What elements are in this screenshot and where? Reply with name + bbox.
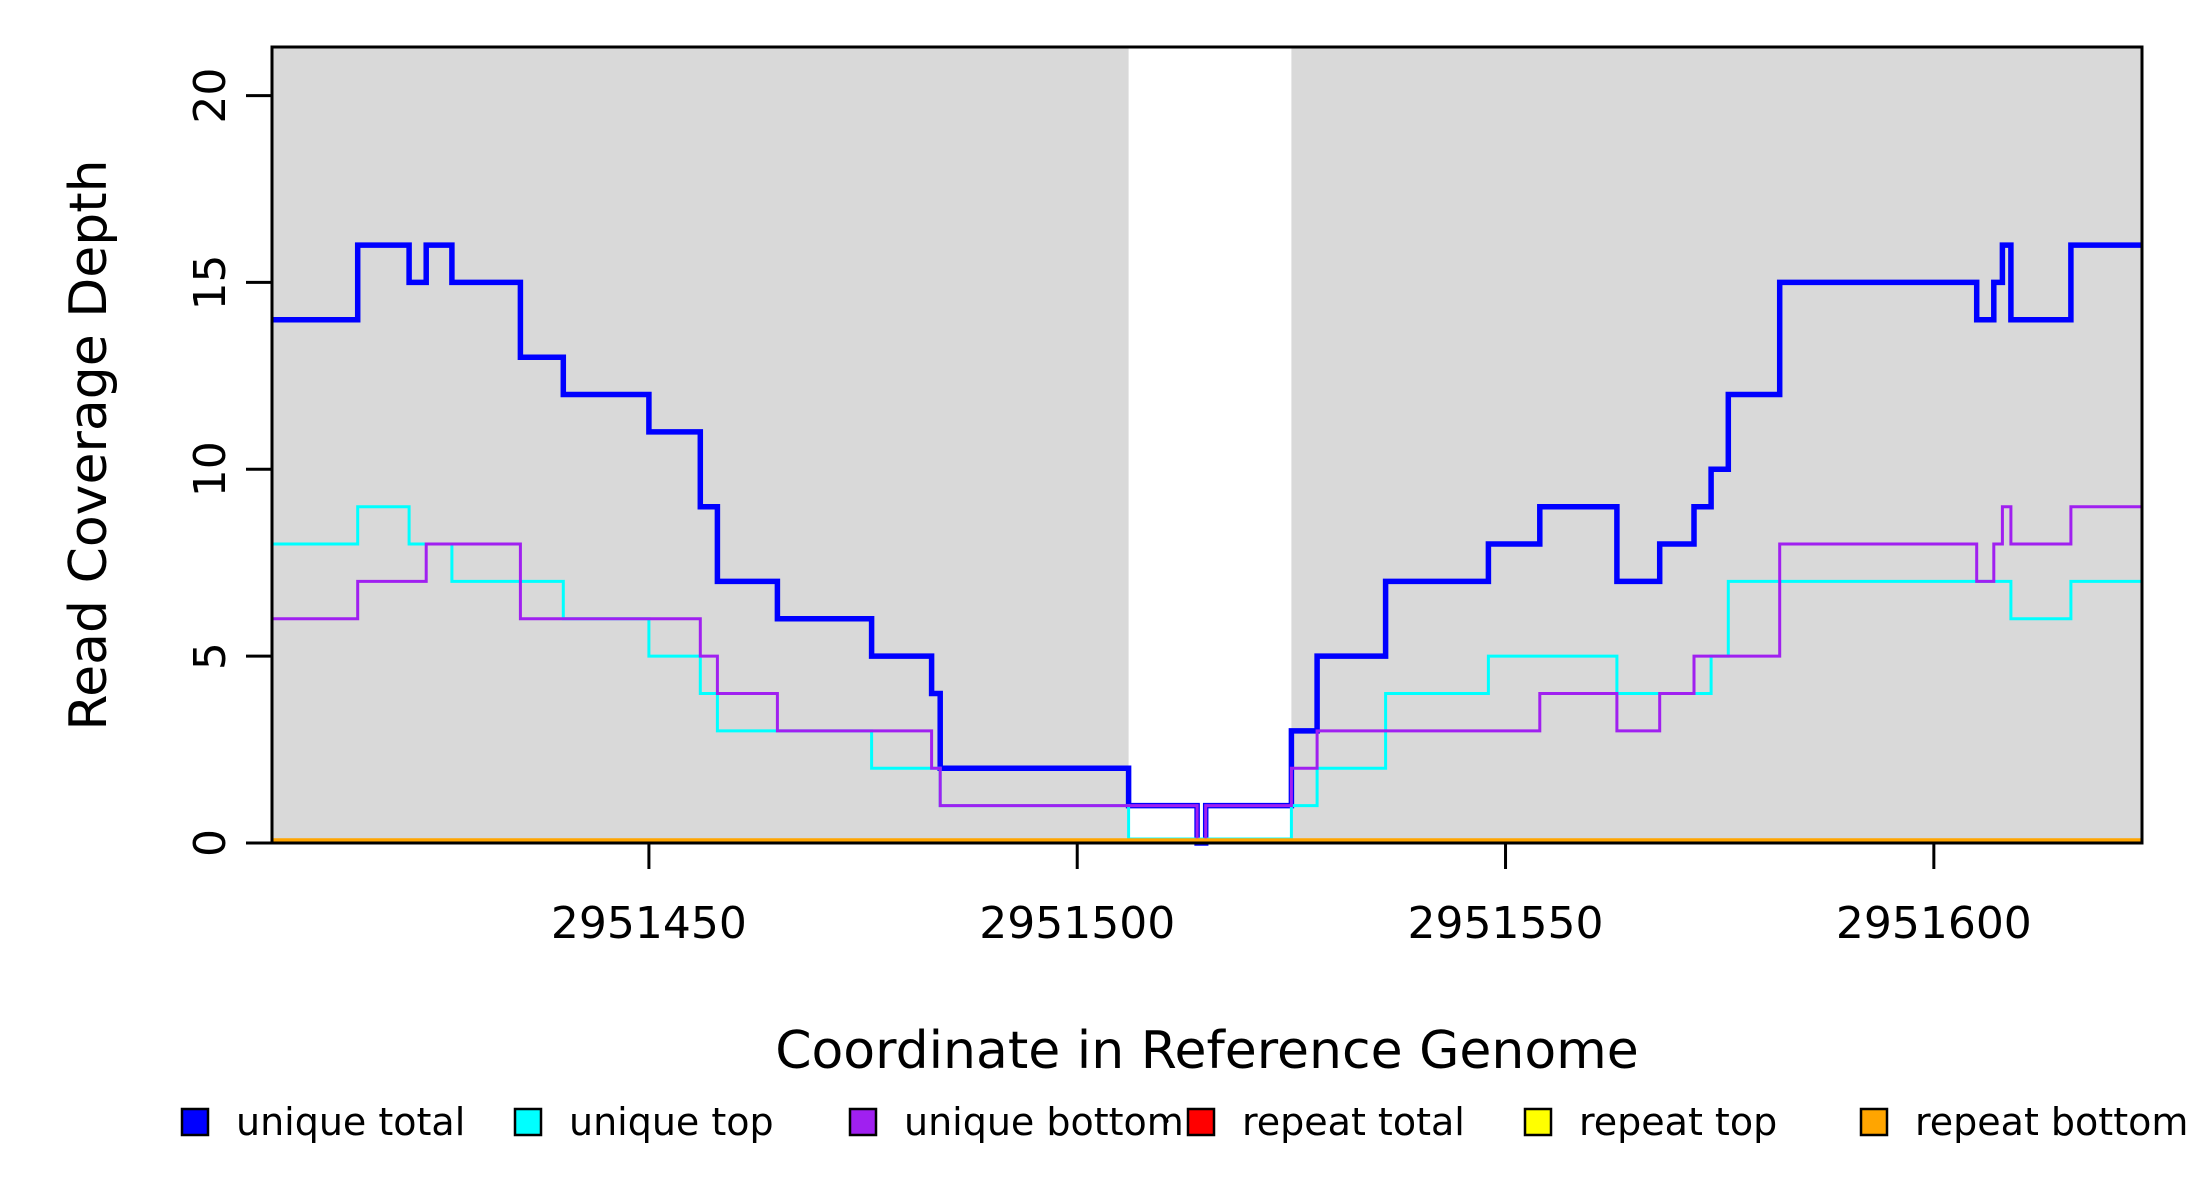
- legend-item-repeat-total: repeat total: [1186, 1100, 1465, 1144]
- y-tick-label-5: 5: [185, 642, 236, 670]
- y-tick-label-15: 15: [185, 254, 236, 310]
- legend-label-repeat-total: repeat total: [1242, 1100, 1465, 1144]
- legend-label-repeat-top: repeat top: [1579, 1100, 1777, 1144]
- legend-item-unique-bottom: unique bottom: [848, 1100, 1184, 1144]
- legend-swatch-unique-top: [513, 1107, 543, 1137]
- legend-label-repeat-bottom: repeat bottom: [1915, 1100, 2188, 1144]
- x-tick-label-2951500: 2951500: [979, 898, 1175, 949]
- shaded-region-2: [1291, 47, 2142, 843]
- legend: unique total unique top unique bottom repea…: [180, 1100, 2188, 1144]
- legend-item-unique-total: unique total: [180, 1100, 465, 1144]
- x-tick-label-2951600: 2951600: [1836, 898, 2032, 949]
- x-tick-label-2951550: 2951550: [1408, 898, 1604, 949]
- y-tick-label-10: 10: [185, 441, 236, 497]
- legend-swatch-unique-bottom: [848, 1107, 878, 1137]
- legend-swatch-unique-total: [180, 1107, 210, 1137]
- x-tick-label-2951450: 2951450: [551, 898, 747, 949]
- series-unique-bottom: [272, 505, 2142, 845]
- legend-item-repeat-bottom: repeat bottom: [1859, 1100, 2188, 1144]
- y-axis-title: Read Coverage Depth: [59, 159, 119, 730]
- plot-background: [272, 47, 2142, 843]
- y-tick-label-20: 20: [185, 68, 236, 124]
- x-axis-title: Coordinate in Reference Genome: [775, 1021, 1639, 1081]
- legend-swatch-repeat-total: [1186, 1107, 1216, 1137]
- legend-item-unique-top: unique top: [513, 1100, 774, 1144]
- axis-ticks: 2951450 2951500 2951550 2951600 0 5 10 15 20: [185, 68, 2032, 949]
- legend-label-unique-top: unique top: [569, 1100, 774, 1144]
- y-tick-label-0: 0: [185, 829, 236, 857]
- legend-label-unique-total: unique total: [236, 1100, 465, 1144]
- stray-dot: [1163, 1118, 1169, 1124]
- legend-item-repeat-top: repeat top: [1523, 1100, 1777, 1144]
- legend-swatch-repeat-bottom: [1859, 1107, 1889, 1137]
- legend-swatch-repeat-top: [1523, 1107, 1553, 1137]
- plot-border: [270, 45, 2144, 845]
- legend-label-unique-bottom: unique bottom: [904, 1100, 1184, 1144]
- series-layer: [272, 242, 2142, 846]
